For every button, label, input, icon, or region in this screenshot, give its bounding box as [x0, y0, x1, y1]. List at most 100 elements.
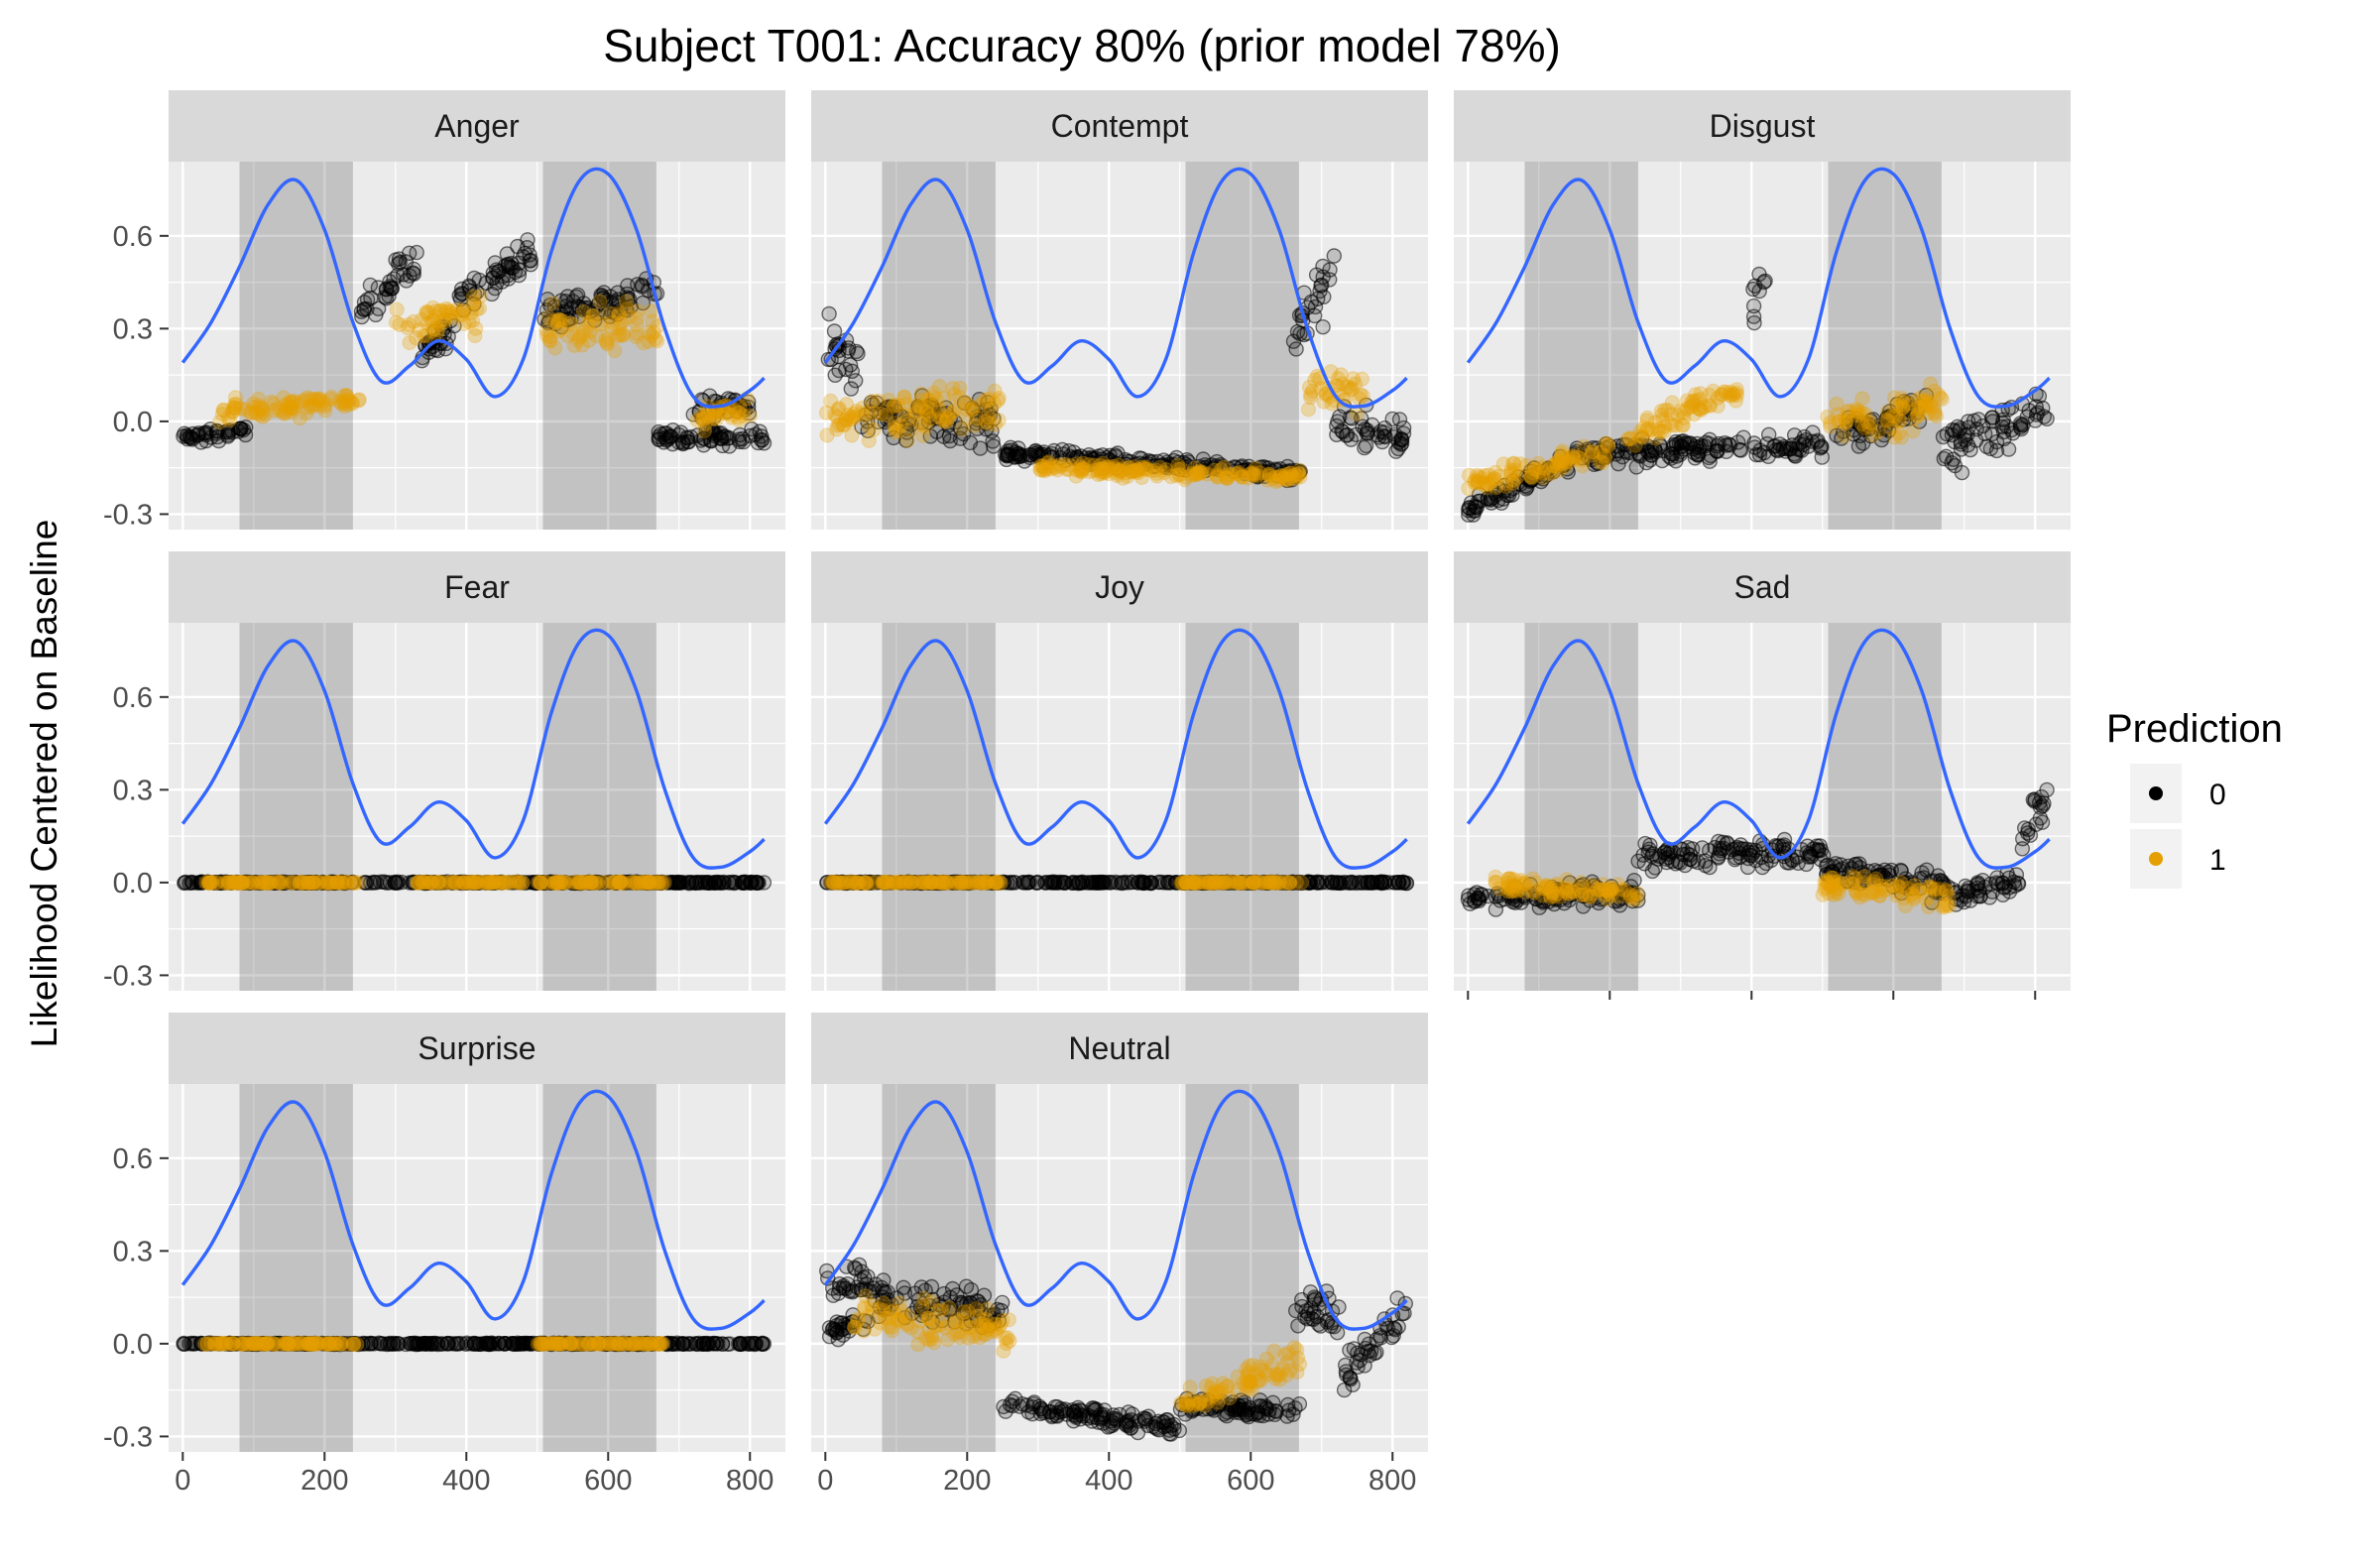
panel-disgust: Disgust — [1454, 90, 2071, 530]
data-point — [1095, 874, 1112, 891]
data-point — [389, 301, 405, 317]
data-point — [1250, 1403, 1266, 1420]
data-point — [1065, 874, 1081, 891]
data-point — [733, 1336, 749, 1352]
data-point — [1850, 438, 1867, 454]
data-point — [440, 302, 456, 318]
data-point — [323, 389, 339, 405]
data-point — [302, 391, 318, 407]
data-point — [1630, 853, 1646, 869]
data-point — [467, 327, 483, 344]
data-point — [317, 397, 333, 413]
data-point — [285, 875, 300, 891]
data-point — [1003, 439, 1018, 455]
data-point — [1565, 449, 1581, 465]
data-point — [234, 875, 250, 892]
data-point — [1604, 882, 1619, 898]
data-point — [388, 314, 405, 330]
data-point — [988, 1316, 1005, 1332]
data-point — [1535, 470, 1551, 486]
data-point — [210, 432, 227, 449]
data-point — [885, 874, 900, 891]
data-point — [1585, 444, 1601, 460]
data-point — [271, 1336, 288, 1353]
data-point — [362, 1335, 379, 1352]
data-point — [755, 1335, 771, 1352]
y-tick-label: -0.3 — [103, 499, 153, 531]
data-point — [874, 406, 890, 422]
data-point — [292, 411, 307, 426]
data-point — [319, 875, 335, 891]
data-point — [1292, 325, 1308, 342]
data-point — [1664, 395, 1680, 411]
data-point — [316, 399, 332, 415]
data-point — [238, 402, 254, 418]
data-point — [491, 264, 507, 280]
data-point — [903, 874, 919, 891]
data-point — [523, 252, 539, 269]
data-point — [432, 302, 448, 318]
data-point — [212, 415, 228, 430]
data-point — [310, 391, 326, 407]
data-point — [612, 1336, 629, 1352]
data-point — [312, 391, 328, 407]
data-point — [748, 875, 765, 891]
data-point — [305, 392, 322, 408]
data-point — [1120, 875, 1136, 891]
data-point — [338, 388, 354, 404]
data-point — [177, 875, 193, 891]
data-point — [1111, 457, 1127, 473]
data-point — [428, 303, 444, 319]
data-point — [2010, 876, 2027, 892]
data-point — [220, 410, 236, 426]
data-point — [504, 255, 520, 272]
data-point — [341, 393, 357, 409]
data-point — [465, 312, 481, 328]
data-point — [570, 332, 586, 348]
shaded-interval — [882, 623, 996, 991]
data-point — [439, 1335, 455, 1352]
data-point — [251, 401, 267, 417]
data-point — [278, 403, 294, 420]
data-point — [511, 267, 528, 284]
data-point — [276, 390, 292, 406]
data-point — [406, 266, 422, 282]
data-point — [1384, 411, 1400, 427]
data-point — [917, 875, 934, 891]
data-point — [416, 1336, 431, 1352]
data-point — [1357, 439, 1372, 456]
data-point — [941, 1315, 958, 1332]
data-point — [680, 433, 697, 450]
chart-title: Subject T001: Accuracy 80% (prior model … — [603, 20, 1561, 71]
data-point — [303, 398, 319, 414]
data-point — [285, 401, 300, 417]
data-point — [581, 875, 597, 891]
data-point — [418, 305, 434, 322]
data-point — [1018, 1397, 1035, 1413]
panel-contempt: Contempt — [811, 90, 1428, 530]
data-point — [1044, 1407, 1060, 1423]
data-point — [452, 306, 468, 322]
data-point — [1177, 469, 1193, 485]
panel-sad: Sad — [1454, 551, 2071, 1000]
data-point — [930, 1302, 947, 1319]
data-point — [1241, 1358, 1256, 1375]
data-point — [418, 303, 434, 320]
data-point — [629, 325, 645, 341]
data-point — [957, 395, 974, 411]
data-point — [290, 395, 306, 411]
data-point — [1995, 887, 2011, 902]
data-point — [1345, 1377, 1361, 1393]
data-point — [251, 398, 267, 414]
data-point — [270, 401, 286, 417]
data-point — [436, 313, 453, 329]
panel-strip-label: Anger — [434, 108, 520, 144]
data-point — [284, 395, 299, 411]
data-point — [227, 401, 244, 417]
data-point — [207, 1336, 223, 1352]
data-point — [204, 874, 220, 891]
data-point — [1349, 406, 1365, 421]
data-point — [344, 395, 360, 411]
data-point — [440, 307, 457, 323]
data-point — [444, 305, 460, 321]
